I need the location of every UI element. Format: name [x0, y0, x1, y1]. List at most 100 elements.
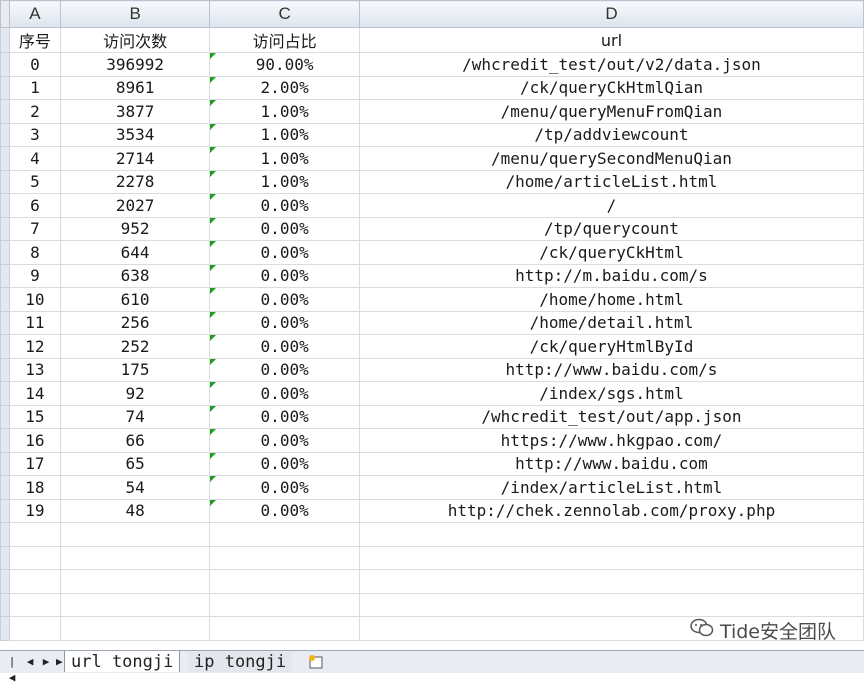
table-cell[interactable]: 0.00%	[209, 287, 360, 312]
table-cell[interactable]: 0.00%	[209, 475, 360, 500]
table-cell[interactable]: 2714	[59, 146, 211, 171]
table-cell[interactable]	[8, 616, 61, 641]
table-cell[interactable]: 1	[8, 75, 61, 100]
header-cell[interactable]: 访问占比	[209, 27, 360, 53]
table-cell[interactable]: 610	[59, 287, 211, 312]
row-number-cell[interactable]	[0, 75, 10, 100]
table-cell[interactable]	[8, 592, 61, 617]
sheet-tab-ip-tongji[interactable]: ip tongji	[188, 651, 293, 672]
row-number-cell[interactable]	[0, 381, 10, 406]
table-cell[interactable]: 3877	[59, 99, 211, 124]
table-cell[interactable]: 8961	[59, 75, 211, 100]
table-cell[interactable]: 396992	[59, 52, 211, 77]
column-header-b[interactable]: B	[59, 0, 211, 28]
table-cell[interactable]	[8, 522, 61, 547]
table-cell[interactable]: 0.00%	[209, 263, 360, 288]
table-cell[interactable]	[59, 545, 211, 570]
row-number-cell[interactable]	[0, 122, 10, 147]
table-cell[interactable]: http://www.baidu.com	[358, 451, 864, 476]
table-cell[interactable]: 0.00%	[209, 193, 360, 218]
table-cell[interactable]: 2.00%	[209, 75, 360, 100]
table-cell[interactable]: 10	[8, 287, 61, 312]
table-cell[interactable]: /whcredit_test/out/app.json	[358, 404, 864, 429]
table-cell[interactable]: /tp/querycount	[358, 216, 864, 241]
header-cell[interactable]: 序号	[8, 27, 61, 53]
table-cell[interactable]: 18	[8, 475, 61, 500]
table-cell[interactable]: 16	[8, 428, 61, 453]
table-cell[interactable]	[358, 569, 864, 594]
table-cell[interactable]: 3	[8, 122, 61, 147]
table-cell[interactable]	[209, 545, 360, 570]
table-cell[interactable]: /	[358, 193, 864, 218]
table-cell[interactable]: 92	[59, 381, 211, 406]
header-cell[interactable]: url	[358, 27, 864, 53]
table-cell[interactable]	[358, 545, 864, 570]
column-header-d[interactable]: D	[358, 0, 864, 28]
row-number-cell[interactable]	[0, 592, 10, 617]
table-cell[interactable]: /tp/addviewcount	[358, 122, 864, 147]
table-cell[interactable]	[59, 569, 211, 594]
row-number-cell[interactable]	[0, 404, 10, 429]
table-cell[interactable]: http://chek.zennolab.com/proxy.php	[358, 498, 864, 523]
row-number-cell[interactable]	[0, 263, 10, 288]
table-cell[interactable]: 0.00%	[209, 428, 360, 453]
table-cell[interactable]: 90.00%	[209, 52, 360, 77]
table-cell[interactable]: /ck/queryHtmlById	[358, 334, 864, 359]
table-cell[interactable]: 1.00%	[209, 99, 360, 124]
table-cell[interactable]: http://m.baidu.com/s	[358, 263, 864, 288]
row-number-cell[interactable]	[0, 99, 10, 124]
row-number-cell[interactable]	[0, 193, 10, 218]
table-cell[interactable]: 1.00%	[209, 169, 360, 194]
table-cell[interactable]: 66	[59, 428, 211, 453]
table-cell[interactable]	[209, 592, 360, 617]
row-number-cell[interactable]	[0, 545, 10, 570]
row-number-cell[interactable]	[0, 146, 10, 171]
table-cell[interactable]: /whcredit_test/out/v2/data.json	[358, 52, 864, 77]
insert-sheet-icon[interactable]	[306, 654, 328, 670]
row-number-cell[interactable]	[0, 475, 10, 500]
table-cell[interactable]: 1.00%	[209, 122, 360, 147]
table-cell[interactable]: 13	[8, 357, 61, 382]
table-cell[interactable]: 0.00%	[209, 498, 360, 523]
first-sheet-icon[interactable]: |◀	[8, 655, 16, 684]
row-number-cell[interactable]	[0, 310, 10, 335]
table-cell[interactable]: 4	[8, 146, 61, 171]
table-cell[interactable]: 5	[8, 169, 61, 194]
table-cell[interactable]: 2278	[59, 169, 211, 194]
table-cell[interactable]: 256	[59, 310, 211, 335]
table-cell[interactable]: 48	[59, 498, 211, 523]
row-number-cell[interactable]	[0, 428, 10, 453]
table-cell[interactable]: /index/sgs.html	[358, 381, 864, 406]
sheet-tab-url-tongji[interactable]: url tongji	[64, 651, 181, 672]
table-cell[interactable]: /menu/queryMenuFromQian	[358, 99, 864, 124]
table-cell[interactable]: 12	[8, 334, 61, 359]
table-cell[interactable]	[358, 592, 864, 617]
table-cell[interactable]: 0.00%	[209, 240, 360, 265]
row-number-cell[interactable]	[0, 498, 10, 523]
table-cell[interactable]	[209, 522, 360, 547]
table-cell[interactable]	[358, 616, 864, 641]
table-cell[interactable]	[209, 569, 360, 594]
table-cell[interactable]: /home/home.html	[358, 287, 864, 312]
table-cell[interactable]: 17	[8, 451, 61, 476]
prev-sheet-icon[interactable]: ◀	[26, 655, 34, 668]
table-cell[interactable]: 0.00%	[209, 334, 360, 359]
table-cell[interactable]: 3534	[59, 122, 211, 147]
row-number-cell[interactable]	[0, 216, 10, 241]
row-number-cell[interactable]	[0, 569, 10, 594]
table-cell[interactable]: 7	[8, 216, 61, 241]
table-cell[interactable]: 2	[8, 99, 61, 124]
table-cell[interactable]: 8	[8, 240, 61, 265]
table-cell[interactable]: 952	[59, 216, 211, 241]
table-cell[interactable]	[209, 616, 360, 641]
table-cell[interactable]	[59, 592, 211, 617]
table-cell[interactable]: 65	[59, 451, 211, 476]
column-header-a[interactable]: A	[8, 0, 61, 28]
table-cell[interactable]	[59, 616, 211, 641]
table-cell[interactable]: 15	[8, 404, 61, 429]
table-cell[interactable]: /menu/querySecondMenuQian	[358, 146, 864, 171]
table-cell[interactable]: http://www.baidu.com/s	[358, 357, 864, 382]
column-header-c[interactable]: C	[209, 0, 360, 28]
table-cell[interactable]: 0.00%	[209, 451, 360, 476]
table-cell[interactable]: 1.00%	[209, 146, 360, 171]
